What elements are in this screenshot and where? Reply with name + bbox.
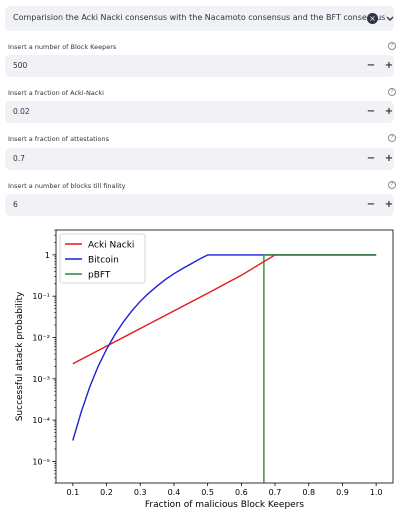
blocks-till-finality-input[interactable]: 6 − +: [5, 194, 394, 216]
y-tick-label: 10⁻³: [32, 375, 50, 384]
chart-legend: Acki Nacki Bitcoin pBFT: [59, 233, 146, 284]
legend-label: Acki Nacki: [88, 241, 134, 251]
attestations-fraction-label: Insert a fraction of attestations: [8, 135, 109, 143]
x-tick-label: 0.7: [269, 488, 282, 497]
attestations-fraction-decrement-button[interactable]: −: [366, 153, 376, 164]
clear-x-icon[interactable]: ×: [367, 13, 378, 24]
block-keepers-input[interactable]: 500 − +: [5, 55, 394, 77]
legend-label: pBFT: [88, 271, 111, 281]
series-line-pbft: [263, 254, 377, 483]
help-icon[interactable]: ?: [388, 88, 396, 96]
help-icon[interactable]: ?: [388, 181, 396, 189]
legend-box: [59, 233, 146, 284]
chevron-down-icon[interactable]: [385, 12, 395, 25]
attestations-fraction-input[interactable]: 0.7 − +: [5, 148, 394, 170]
y-tick-label: 1: [45, 251, 50, 260]
block-keepers-value[interactable]: 500: [13, 61, 28, 70]
x-tick-label: 0.9: [336, 488, 349, 497]
x-tick-label: 0.2: [100, 488, 113, 497]
block-keepers-label: Insert a number of Block Keepers: [8, 43, 117, 51]
y-axis-label: Successful attack probability: [15, 291, 25, 421]
y-tick-label: 10⁻⁴: [32, 416, 50, 425]
legend-label: Bitcoin: [88, 256, 119, 266]
y-tick-label: 10⁻¹: [32, 292, 50, 301]
blocks-till-finality-label: Insert a number of blocks till finality: [8, 182, 126, 190]
acki-nacki-fraction-label: Insert a fraction of Acki-Nacki: [8, 89, 104, 97]
x-tick-label: 0.8: [302, 488, 315, 497]
help-icon[interactable]: ?: [388, 42, 396, 50]
x-tick-label: 1.0: [370, 488, 383, 497]
plot-frame: [55, 229, 394, 484]
acki-nacki-fraction-value[interactable]: 0.02: [13, 107, 30, 116]
consensus-select-value: Comparision the Acki Nacki consensus wit…: [13, 13, 386, 22]
y-tick-label: 10⁻²: [32, 333, 50, 342]
attestations-fraction-increment-button[interactable]: +: [384, 153, 394, 164]
x-tick-label: 0.1: [66, 488, 79, 497]
block-keepers-decrement-button[interactable]: −: [366, 60, 376, 71]
acki-nacki-fraction-input[interactable]: 0.02 − +: [5, 101, 394, 123]
x-tick-label: 0.6: [235, 488, 248, 497]
attestations-fraction-value[interactable]: 0.7: [13, 154, 25, 163]
block-keepers-increment-button[interactable]: +: [384, 60, 394, 71]
x-axis-label: Fraction of malicious Block Keepers: [145, 500, 304, 510]
blocks-till-finality-value[interactable]: 6: [13, 200, 18, 209]
consensus-select[interactable]: Comparision the Acki Nacki consensus wit…: [5, 6, 394, 31]
y-tick-label: 10⁻⁵: [32, 457, 50, 466]
help-icon[interactable]: ?: [388, 134, 396, 142]
x-tick-label: 0.3: [134, 488, 147, 497]
acki-nacki-fraction-decrement-button[interactable]: −: [366, 106, 376, 117]
acki-nacki-fraction-increment-button[interactable]: +: [384, 106, 394, 117]
x-tick-label: 0.4: [168, 488, 181, 497]
blocks-till-finality-increment-button[interactable]: +: [384, 199, 394, 210]
x-tick-label: 0.5: [201, 488, 214, 497]
blocks-till-finality-decrement-button[interactable]: −: [366, 199, 376, 210]
series-line-bitcoin: [72, 254, 377, 441]
attack-probability-chart: 0.1 0.2 0.3 0.4 0.5 0.6 0.7 0.8 0.9 1.0 10⁻⁵ 10⁻⁴ 1…: [15, 229, 394, 510]
